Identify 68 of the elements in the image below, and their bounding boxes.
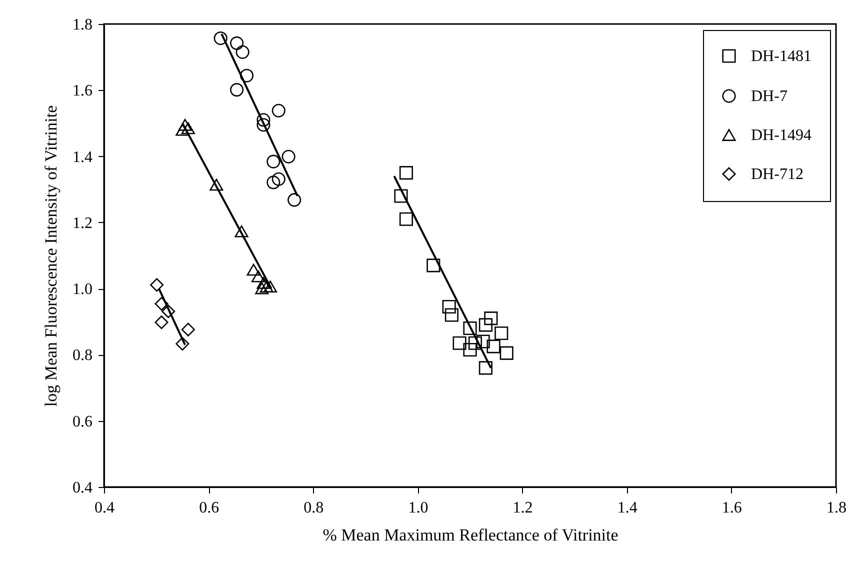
y-tick-label: 1.2 <box>72 214 92 232</box>
point <box>452 336 466 350</box>
point <box>266 176 280 190</box>
point <box>282 150 296 164</box>
point <box>181 122 195 134</box>
y-tick-label: 0.4 <box>72 480 92 496</box>
point <box>486 340 500 354</box>
point <box>176 337 190 351</box>
point <box>162 304 176 318</box>
y-tick-label: 1.8 <box>72 16 92 34</box>
point <box>255 282 269 294</box>
legend-label: DH-1494 <box>751 127 812 144</box>
point <box>256 113 270 127</box>
x-tick-label: 1.0 <box>408 500 428 516</box>
point <box>181 322 195 336</box>
point <box>263 280 278 293</box>
point <box>154 316 168 330</box>
y-tick-label: 0.6 <box>72 413 92 430</box>
point <box>478 318 492 332</box>
point <box>476 334 490 348</box>
point <box>399 166 413 180</box>
point <box>442 300 456 314</box>
point <box>230 36 244 50</box>
point <box>463 321 477 336</box>
point <box>178 118 192 131</box>
point <box>500 346 514 360</box>
x-tick-label: 1.4 <box>617 500 638 516</box>
point <box>463 342 477 357</box>
x-tick-label: 1.2 <box>512 500 533 516</box>
point <box>176 124 190 136</box>
point <box>468 336 482 350</box>
point <box>272 172 286 186</box>
point <box>399 212 413 226</box>
point <box>246 264 260 276</box>
point <box>484 312 498 326</box>
x-tick-label: 0.4 <box>94 500 114 516</box>
y-tick-label: 0.8 <box>72 347 92 364</box>
point <box>272 104 286 118</box>
point <box>230 83 244 97</box>
point <box>150 278 164 292</box>
point <box>256 118 270 132</box>
x-tick-label: 0.8 <box>304 500 324 516</box>
legend-label: DH-7 <box>751 88 788 105</box>
point <box>478 361 492 375</box>
point <box>494 326 508 340</box>
point <box>234 225 248 238</box>
point <box>154 297 168 311</box>
point <box>394 189 408 203</box>
point <box>214 31 228 45</box>
x-tick-label: 0.6 <box>199 500 220 516</box>
point <box>236 45 250 59</box>
x-axis-title: % Mean Maximum Reflectance of Vitrinite <box>322 526 618 544</box>
point <box>210 178 224 191</box>
point <box>426 258 440 272</box>
y-tick-label: 1.4 <box>72 148 92 166</box>
x-tick-label: 1.8 <box>826 500 846 516</box>
point <box>251 270 266 282</box>
point <box>266 154 280 168</box>
point <box>256 276 270 289</box>
y-tick-label: 1.6 <box>72 82 92 100</box>
point <box>444 308 458 322</box>
legend-label: DH-712 <box>751 166 804 183</box>
y-tick-label: 1.0 <box>72 281 92 298</box>
point <box>288 193 302 207</box>
point <box>240 68 254 82</box>
legend-label: DH-1481 <box>751 48 812 65</box>
x-tick-label: 1.6 <box>722 500 742 516</box>
y-axis-title: log Mean Fluorescence Intensity of Vitrinite <box>42 105 60 407</box>
